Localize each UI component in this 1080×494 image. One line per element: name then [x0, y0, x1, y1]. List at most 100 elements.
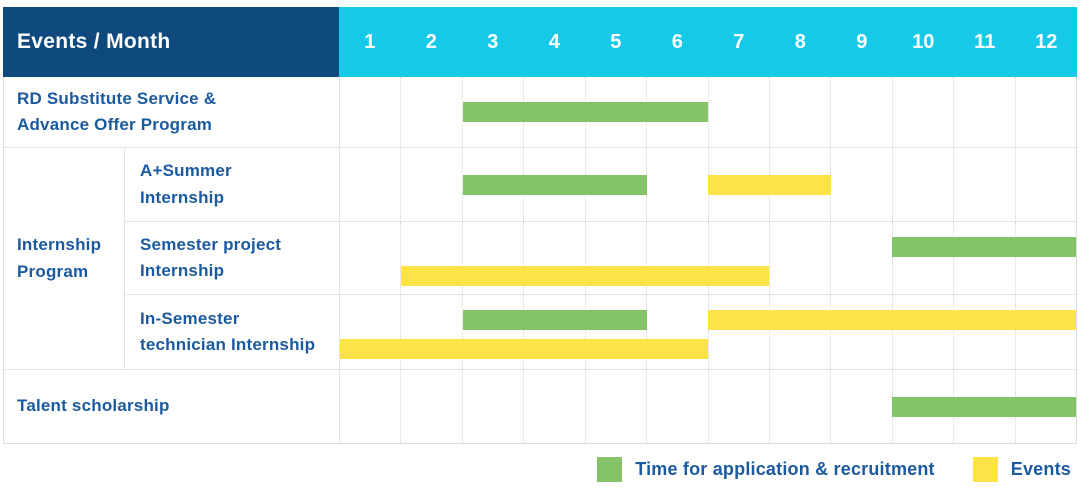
month-grid-cell	[400, 77, 461, 147]
bar-application-recruitment	[462, 174, 647, 195]
month-grid-cell	[953, 148, 1014, 221]
bar-application-recruitment	[892, 237, 1076, 257]
row-label-a-plus-summer-internship: A+Summer Internship	[125, 148, 340, 221]
month-grid-cell	[523, 295, 584, 369]
row-a-plus-summer-internship: A+Summer Internship	[125, 148, 1076, 221]
month-grid-cell	[953, 77, 1014, 147]
month-grid-cell	[646, 148, 707, 221]
month-grid-cell	[1014, 77, 1076, 147]
month-grid-cell	[891, 77, 953, 147]
row-semester-project-internship: Semester project Internship	[125, 221, 1076, 294]
month-grid-cell	[707, 77, 769, 147]
row-chart-in-semester-technician-internship	[340, 295, 1076, 369]
month-grid-cell	[646, 295, 707, 369]
row-talent-scholarship: Talent scholarship	[4, 369, 1076, 443]
month-label: 3	[487, 30, 499, 53]
row-label-rd-substitute-service: RD Substitute Service & Advance Offer Pr…	[4, 77, 340, 147]
month-grid-cell	[584, 222, 646, 294]
month-grid-cell	[523, 370, 584, 443]
month-grid-cell	[830, 77, 891, 147]
month-grid-cell	[340, 222, 400, 294]
group-subrows: A+Summer Internship Semester project Inte…	[125, 148, 1076, 369]
legend-swatch-events	[972, 456, 998, 482]
month-grid-cell	[646, 222, 707, 294]
bar-events	[708, 174, 831, 195]
month-grid-cell	[830, 222, 891, 294]
month-grid	[340, 77, 1076, 147]
month-grid-cell	[768, 295, 830, 369]
month-label: 10	[912, 30, 935, 53]
month-grid-cell	[400, 148, 461, 221]
row-rd-substitute-service: RD Substitute Service & Advance Offer Pr…	[4, 77, 1076, 147]
bar-events	[401, 266, 770, 286]
bar-application-recruitment	[462, 102, 708, 122]
legend-item-yellow: Events	[972, 456, 1071, 482]
month-grid-cell	[1014, 222, 1076, 294]
row-label-talent-scholarship: Talent scholarship	[4, 370, 340, 443]
header-row: Events / Month 1 2 3 4 5 6 7 8 9 10 11 12	[3, 7, 1077, 77]
month-label: 2	[425, 30, 437, 53]
month-grid-cell	[461, 222, 523, 294]
month-grid-cell	[707, 222, 769, 294]
month-grid-cell	[461, 77, 523, 147]
legend: Time for application & recruitment Events	[597, 453, 1071, 485]
month-grid-cell	[707, 370, 769, 443]
month-grid-cell	[953, 222, 1014, 294]
month-grid-cell	[340, 370, 400, 443]
month-label: 1	[364, 30, 376, 53]
month-grid-cell	[768, 370, 830, 443]
month-label: 7	[733, 30, 745, 53]
row-label-semester-project-internship: Semester project Internship	[125, 222, 340, 294]
month-label: 11	[974, 30, 996, 53]
month-grid-cell	[523, 222, 584, 294]
month-label: 9	[856, 30, 868, 53]
month-grid-cell	[400, 222, 461, 294]
row-chart-semester-project-internship	[340, 222, 1076, 294]
month-grid-cell	[1014, 148, 1076, 221]
row-chart-rd-substitute-service	[340, 77, 1076, 147]
legend-label-green: Time for application & recruitment	[635, 458, 935, 479]
month-label: 6	[671, 30, 683, 53]
legend-item-green: Time for application & recruitment	[597, 456, 935, 482]
month-grid	[340, 222, 1076, 294]
month-grid-cell	[461, 295, 523, 369]
month-grid-cell	[891, 295, 953, 369]
row-chart-a-plus-summer-internship	[340, 148, 1076, 221]
bar-application-recruitment	[892, 396, 1076, 417]
group-internship-program: Internship Program A+Summer Internship Sem…	[4, 147, 1076, 369]
month-grid-cell	[830, 370, 891, 443]
table-body: RD Substitute Service & Advance Offer Pr…	[3, 77, 1077, 444]
month-grid-cell	[830, 295, 891, 369]
month-grid-cell	[768, 222, 830, 294]
month-grid-cell	[584, 370, 646, 443]
month-label: 12	[1035, 30, 1058, 53]
bar-events	[708, 310, 1076, 330]
month-grid-cell	[830, 148, 891, 221]
row-in-semester-technician-internship: In-Semester technician Internship	[125, 294, 1076, 369]
legend-label-yellow: Events	[1010, 458, 1071, 479]
month-grid-cell	[1014, 295, 1076, 369]
month-grid	[340, 295, 1076, 369]
events-schedule-table: Events / Month 1 2 3 4 5 6 7 8 9 10 11 12 RD Substi…	[3, 7, 1077, 444]
month-label: 8	[794, 30, 806, 53]
month-grid-cell	[461, 370, 523, 443]
month-label: 4	[548, 30, 560, 53]
legend-swatch-application	[597, 456, 623, 482]
month-grid-cell	[646, 370, 707, 443]
group-label: Internship Program	[4, 148, 125, 369]
row-chart-talent-scholarship	[340, 370, 1076, 443]
month-grid-cell	[400, 370, 461, 443]
month-grid-cell	[891, 222, 953, 294]
month-grid-cell	[953, 295, 1014, 369]
month-header: 1 2 3 4 5 6 7 8 9 10 11 12	[339, 7, 1077, 77]
table-title: Events / Month	[3, 7, 339, 77]
month-grid-cell	[340, 148, 400, 221]
month-grid-cell	[461, 148, 523, 221]
month-grid-cell	[340, 77, 400, 147]
bar-events	[340, 339, 708, 359]
month-grid-cell	[707, 295, 769, 369]
month-label: 5	[610, 30, 622, 53]
bar-application-recruitment	[462, 310, 647, 330]
month-grid-cell	[891, 148, 953, 221]
month-grid-cell	[584, 295, 646, 369]
